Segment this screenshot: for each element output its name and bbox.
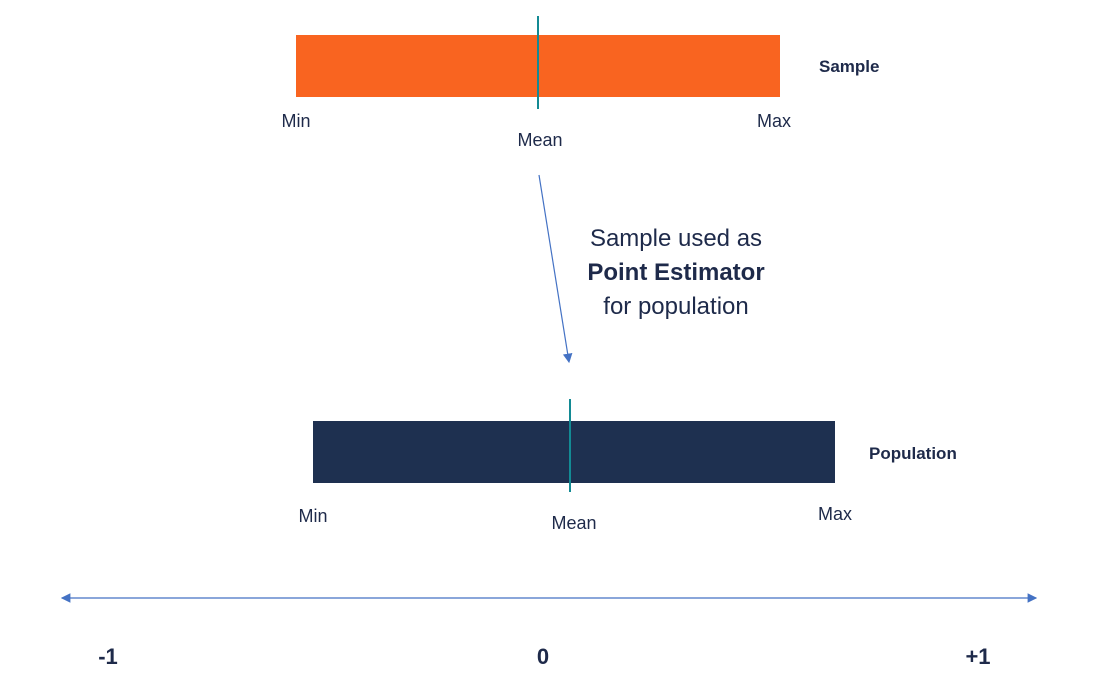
callout-line-2: Point Estimator [587,259,765,286]
sample-mean-line [537,16,539,109]
estimator-arrow [538,174,573,364]
axis-label-minus-one: -1 [98,644,118,669]
population-title: Population [869,444,957,463]
population-bar [313,421,835,483]
axis-label-plus-one: +1 [965,644,991,669]
population-min-label: Min [298,506,328,526]
sample-title: Sample [819,57,880,76]
callout-line-1: Sample used as [589,225,763,252]
sample-mean-label: Mean [517,130,563,150]
population-max-label: Max [817,504,853,524]
axis-label-zero: 0 [536,644,550,669]
sample-max-label: Max [756,111,792,131]
population-mean-line [569,399,571,492]
population-mean-label: Mean [551,513,597,533]
sample-min-label: Min [281,111,311,131]
callout-line-3: for population [603,293,749,320]
point-estimator-callout: Sample used as Point Estimator for popul… [587,222,764,324]
